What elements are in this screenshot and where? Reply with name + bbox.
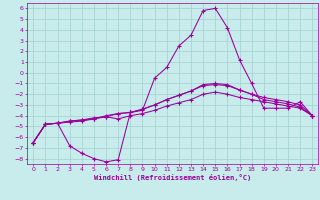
X-axis label: Windchill (Refroidissement éolien,°C): Windchill (Refroidissement éolien,°C) [94, 174, 252, 181]
